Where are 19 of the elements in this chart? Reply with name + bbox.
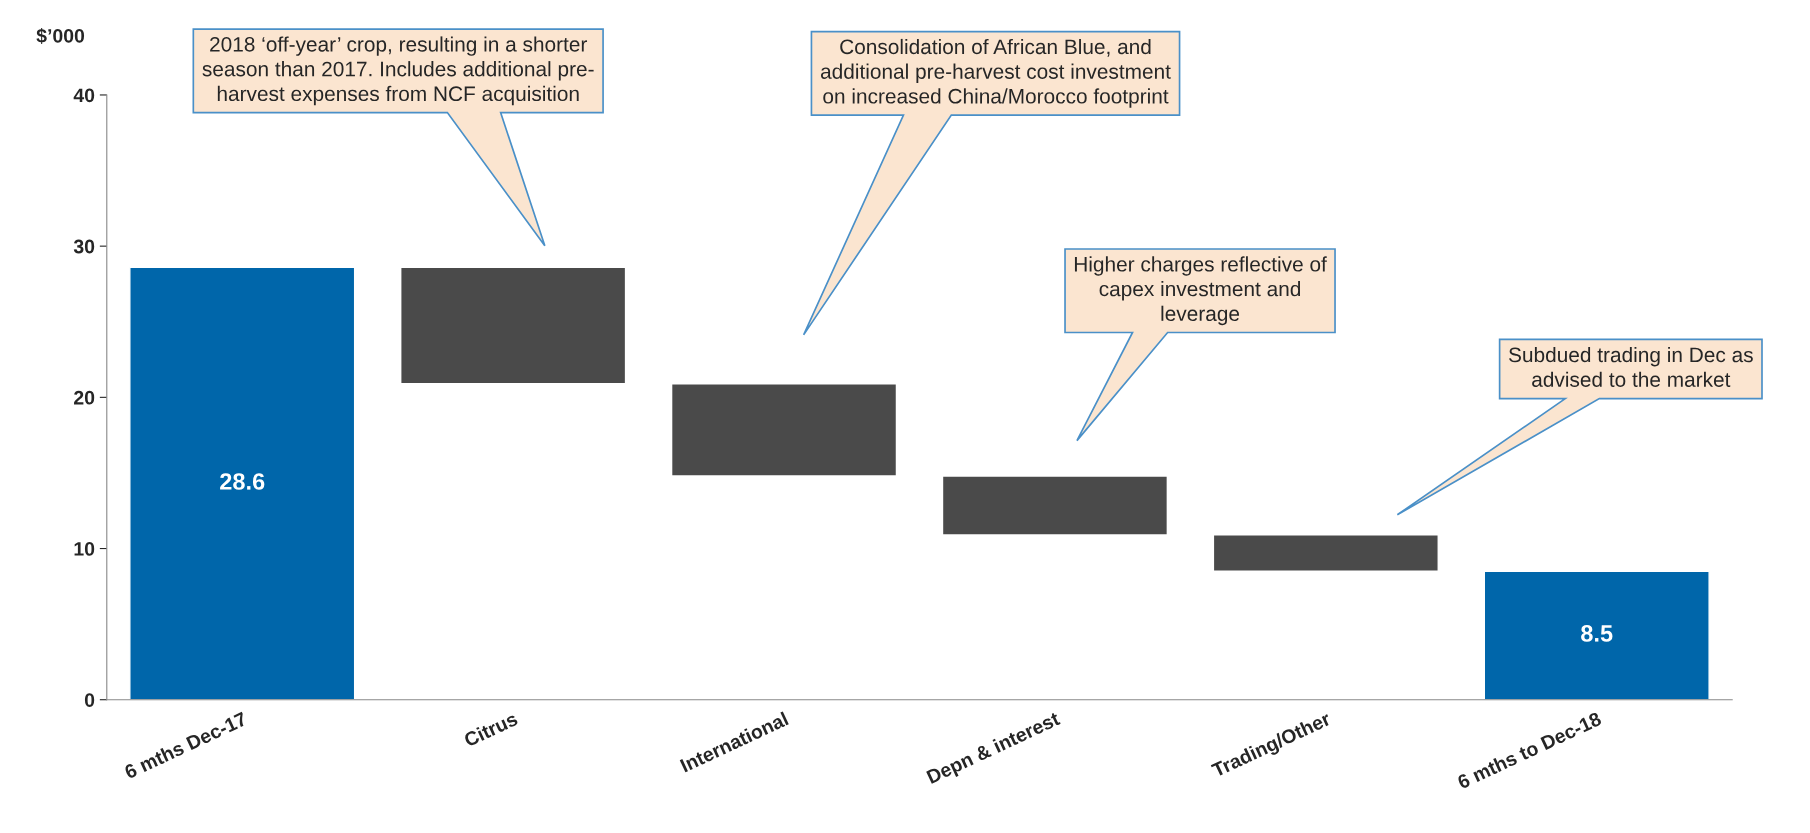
bar (670, 383, 898, 477)
annotation: Subdued trading in Dec as advised to the market (1509, 346, 1753, 387)
y-tick-label: 0 (84, 693, 95, 707)
data-label: 28.6 (220, 473, 265, 490)
data-label: 8.5 (1581, 625, 1613, 642)
y-tick-label: 20 (74, 390, 95, 405)
bar (941, 475, 1169, 536)
bar (1212, 534, 1439, 572)
annotation: 2018 ‘off-year’ crop, resulting in a shorter season than 2017. Includes additional pre- harvest expenses from NCF acquisition (202, 36, 594, 106)
y-tick-label: 30 (73, 239, 95, 254)
x-tick-label: Citrus (462, 711, 519, 748)
annotation: Consolidation of African Blue, and additional pre-harvest cost investment on increased China/Morocco footprint (820, 38, 1171, 108)
bar (1483, 570, 1710, 700)
bar (400, 266, 627, 385)
y-tick-label: 40 (73, 88, 95, 103)
y-tick-label: 10 (74, 542, 95, 556)
annotation: Higher charges reflective of capex investment and leverage (1074, 256, 1327, 326)
y-axis-title: $’000 (36, 28, 85, 44)
bar (129, 266, 356, 700)
